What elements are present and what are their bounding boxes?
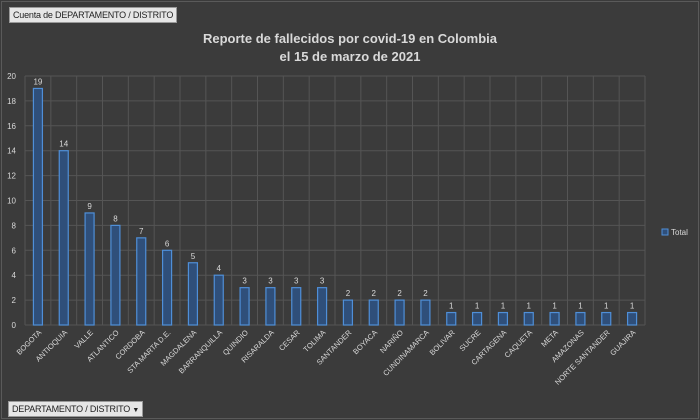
y-tick-label: 10: [7, 197, 16, 206]
bar: [239, 287, 250, 326]
x-tick-label: BOLIVAR: [428, 328, 457, 357]
y-tick-label: 18: [7, 97, 16, 106]
bar: [446, 311, 457, 326]
data-label: 3: [242, 277, 247, 286]
x-tick-label: CAQUETA: [503, 328, 535, 360]
data-label: 7: [139, 227, 144, 236]
bar: [291, 287, 302, 326]
y-tick-label: 6: [12, 246, 17, 255]
data-label: 1: [552, 302, 557, 311]
data-label: 2: [423, 289, 428, 298]
bar: [342, 299, 354, 326]
bar: [601, 311, 612, 326]
bar: [523, 311, 534, 326]
x-tick-label: VALLE: [73, 328, 95, 350]
bar: [58, 150, 69, 326]
y-tick-label: 2: [12, 296, 17, 305]
x-tick-label: BOYACA: [351, 328, 379, 356]
bar: [420, 299, 431, 326]
data-label: 2: [397, 289, 402, 298]
bar: [32, 87, 44, 326]
chart-title-line2: el 15 de marzo de 2021: [280, 49, 421, 64]
y-tick-label: 20: [7, 72, 16, 81]
data-label: 9: [87, 202, 92, 211]
data-label: 1: [578, 302, 583, 311]
bar: [316, 287, 328, 326]
data-label: 8: [113, 214, 118, 223]
data-label: 3: [294, 277, 299, 286]
data-label: 1: [449, 302, 454, 311]
bar: [497, 311, 509, 326]
data-label: 1: [604, 302, 609, 311]
bar: [136, 237, 147, 326]
bar: [549, 311, 560, 326]
bar: [626, 311, 638, 326]
data-label: 3: [268, 277, 273, 286]
bar: [265, 287, 276, 326]
x-tick-label: CUNDINAMARCA: [381, 328, 431, 378]
data-label: 2: [372, 289, 377, 298]
bar: [213, 274, 224, 326]
y-tick-label: 0: [12, 321, 17, 330]
data-label: 6: [165, 239, 170, 248]
bar: [368, 299, 379, 326]
values-field-button[interactable]: Cuenta de DEPARTAMENTO / DISTRITO: [9, 7, 178, 23]
legend: Total: [661, 228, 688, 237]
bar: [575, 311, 586, 326]
chart-title-line1: Reporte de fallecidos por covid-19 en Co…: [203, 31, 498, 46]
y-tick-label: 16: [7, 122, 16, 131]
data-label: 4: [217, 264, 222, 273]
y-tick-label: 12: [7, 172, 16, 181]
data-label: 14: [59, 140, 68, 149]
axis-field-label: DEPARTAMENTO / DISTRITO: [12, 404, 131, 414]
data-label: 19: [33, 77, 42, 86]
legend-swatch: [661, 228, 669, 236]
data-label: 1: [501, 302, 506, 311]
bar: [471, 311, 483, 326]
legend-label: Total: [671, 228, 688, 237]
data-label: 3: [320, 277, 325, 286]
dropdown-arrow-icon: ▼: [132, 407, 140, 414]
x-tick-label: CESAR: [277, 328, 302, 353]
bar: [394, 299, 405, 326]
data-label: 1: [630, 302, 635, 311]
data-label: 1: [527, 302, 532, 311]
x-tick-label: META: [539, 328, 560, 349]
bar: [187, 262, 199, 326]
y-tick-label: 14: [7, 147, 16, 156]
axis-field-button[interactable]: DEPARTAMENTO / DISTRITO ▼: [8, 401, 144, 417]
data-label: 2: [346, 289, 351, 298]
bar: [161, 249, 173, 326]
data-label: 1: [475, 302, 480, 311]
bar: [84, 212, 95, 326]
x-tick-label: GUAJIRA: [608, 328, 637, 357]
x-tick-label: SUCRE: [458, 328, 483, 353]
y-tick-label: 4: [12, 271, 17, 280]
bar: [110, 224, 121, 326]
data-label: 5: [191, 252, 196, 261]
y-tick-label: 8: [12, 221, 17, 230]
